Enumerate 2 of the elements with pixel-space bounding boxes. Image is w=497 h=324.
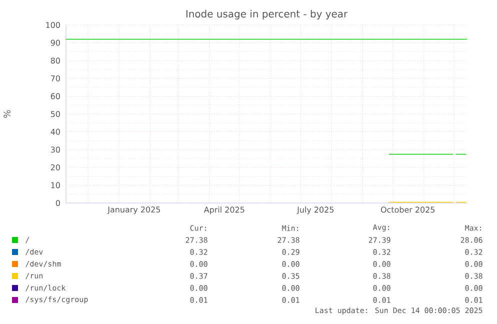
- chart-title: Inode usage in percent - by year: [186, 10, 348, 20]
- y-axis-title: %: [4, 110, 10, 118]
